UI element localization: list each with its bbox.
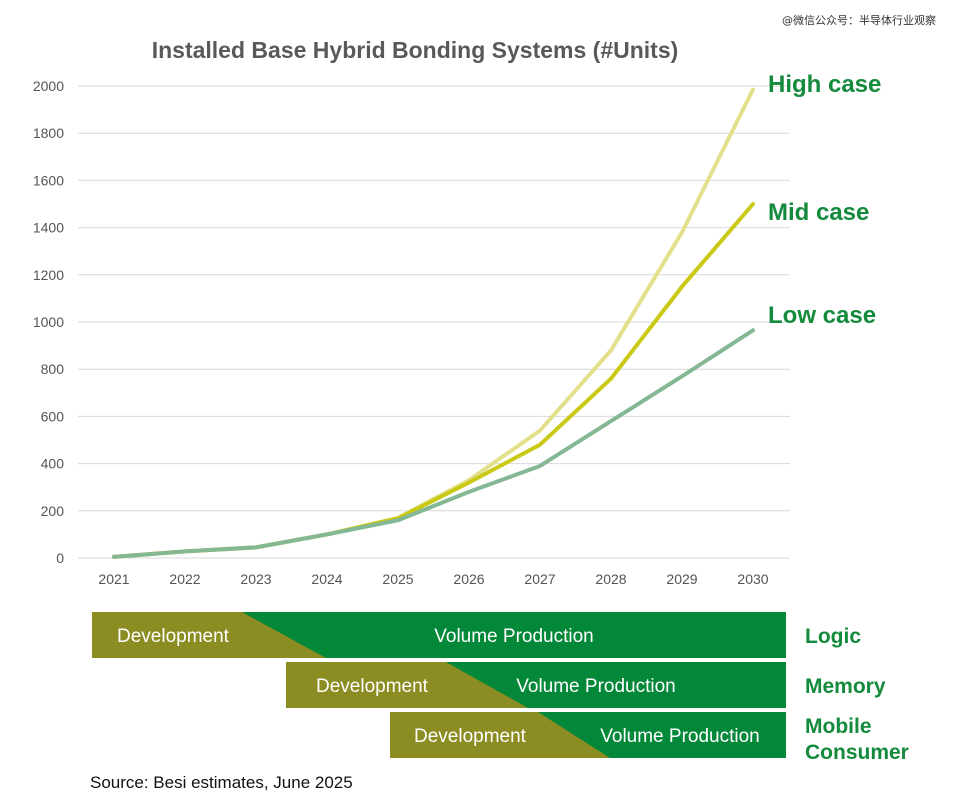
x-tick-label: 2022: [169, 571, 200, 587]
y-tick-label: 600: [41, 408, 65, 424]
x-tick-label: 2026: [453, 571, 484, 587]
segment-label: Consumer: [805, 741, 909, 764]
development-bar: [92, 612, 326, 658]
x-tick-label: 2024: [311, 571, 342, 587]
series-line-low: [112, 328, 755, 559]
y-tick-label: 200: [41, 503, 65, 519]
series-line-high: [112, 87, 755, 559]
x-tick-label: 2025: [382, 571, 413, 587]
volume-production-label: Volume Production: [516, 676, 676, 697]
series-labels: High case Mid case Low case: [768, 71, 881, 329]
watermark: @微信公众号：半导体行业观察: [782, 14, 936, 27]
timeline-row: Development Volume Production Memory: [286, 662, 886, 708]
development-label: Development: [117, 626, 230, 647]
x-tick-label: 2023: [240, 571, 271, 587]
y-tick-label: 1800: [33, 125, 64, 141]
y-tick-label: 1600: [33, 172, 64, 188]
x-axis: 2021 2022 2023 2024 2025 2026 2027 2028 2029 2030: [98, 571, 768, 587]
y-tick-label: 1400: [33, 220, 64, 236]
series-label-low: Low case: [768, 302, 876, 329]
segment-label: Logic: [805, 625, 861, 648]
grid: [78, 85, 790, 559]
series-label-high: High case: [768, 71, 881, 98]
development-bar: [286, 662, 528, 708]
segment-label: Mobile: [805, 715, 872, 738]
x-tick-label: 2028: [595, 571, 626, 587]
y-axis: 0 200 400 600 800 1000 1200 1400 1600 1800 2000: [33, 78, 64, 566]
source-note: Source: Besi estimates, June 2025: [90, 773, 353, 792]
y-tick-label: 1200: [33, 267, 64, 283]
y-tick-label: 0: [56, 550, 64, 566]
development-label: Development: [414, 726, 527, 747]
y-tick-label: 2000: [33, 78, 64, 94]
x-tick-label: 2027: [524, 571, 555, 587]
volume-production-label: Volume Production: [434, 626, 594, 647]
timeline-row: Development Volume Production Logic: [92, 612, 861, 658]
series-line-mid: [112, 202, 755, 559]
x-tick-label: 2030: [737, 571, 768, 587]
development-label: Development: [316, 676, 429, 697]
y-tick-label: 400: [41, 456, 65, 472]
x-tick-label: 2021: [98, 571, 129, 587]
timeline-row: Development Volume Production Mobile Consum…: [390, 712, 909, 764]
y-tick-label: 1000: [33, 314, 64, 330]
development-bar: [390, 712, 610, 758]
series-label-mid: Mid case: [768, 199, 869, 226]
timeline: Development Volume Production LogicDevelop…: [92, 612, 909, 764]
series-lines: [112, 87, 755, 559]
chart-title: Installed Base Hybrid Bonding Systems (#…: [152, 37, 679, 63]
segment-label: Memory: [805, 675, 886, 698]
x-tick-label: 2029: [666, 571, 697, 587]
volume-production-label: Volume Production: [600, 726, 760, 747]
y-tick-label: 800: [41, 361, 65, 377]
